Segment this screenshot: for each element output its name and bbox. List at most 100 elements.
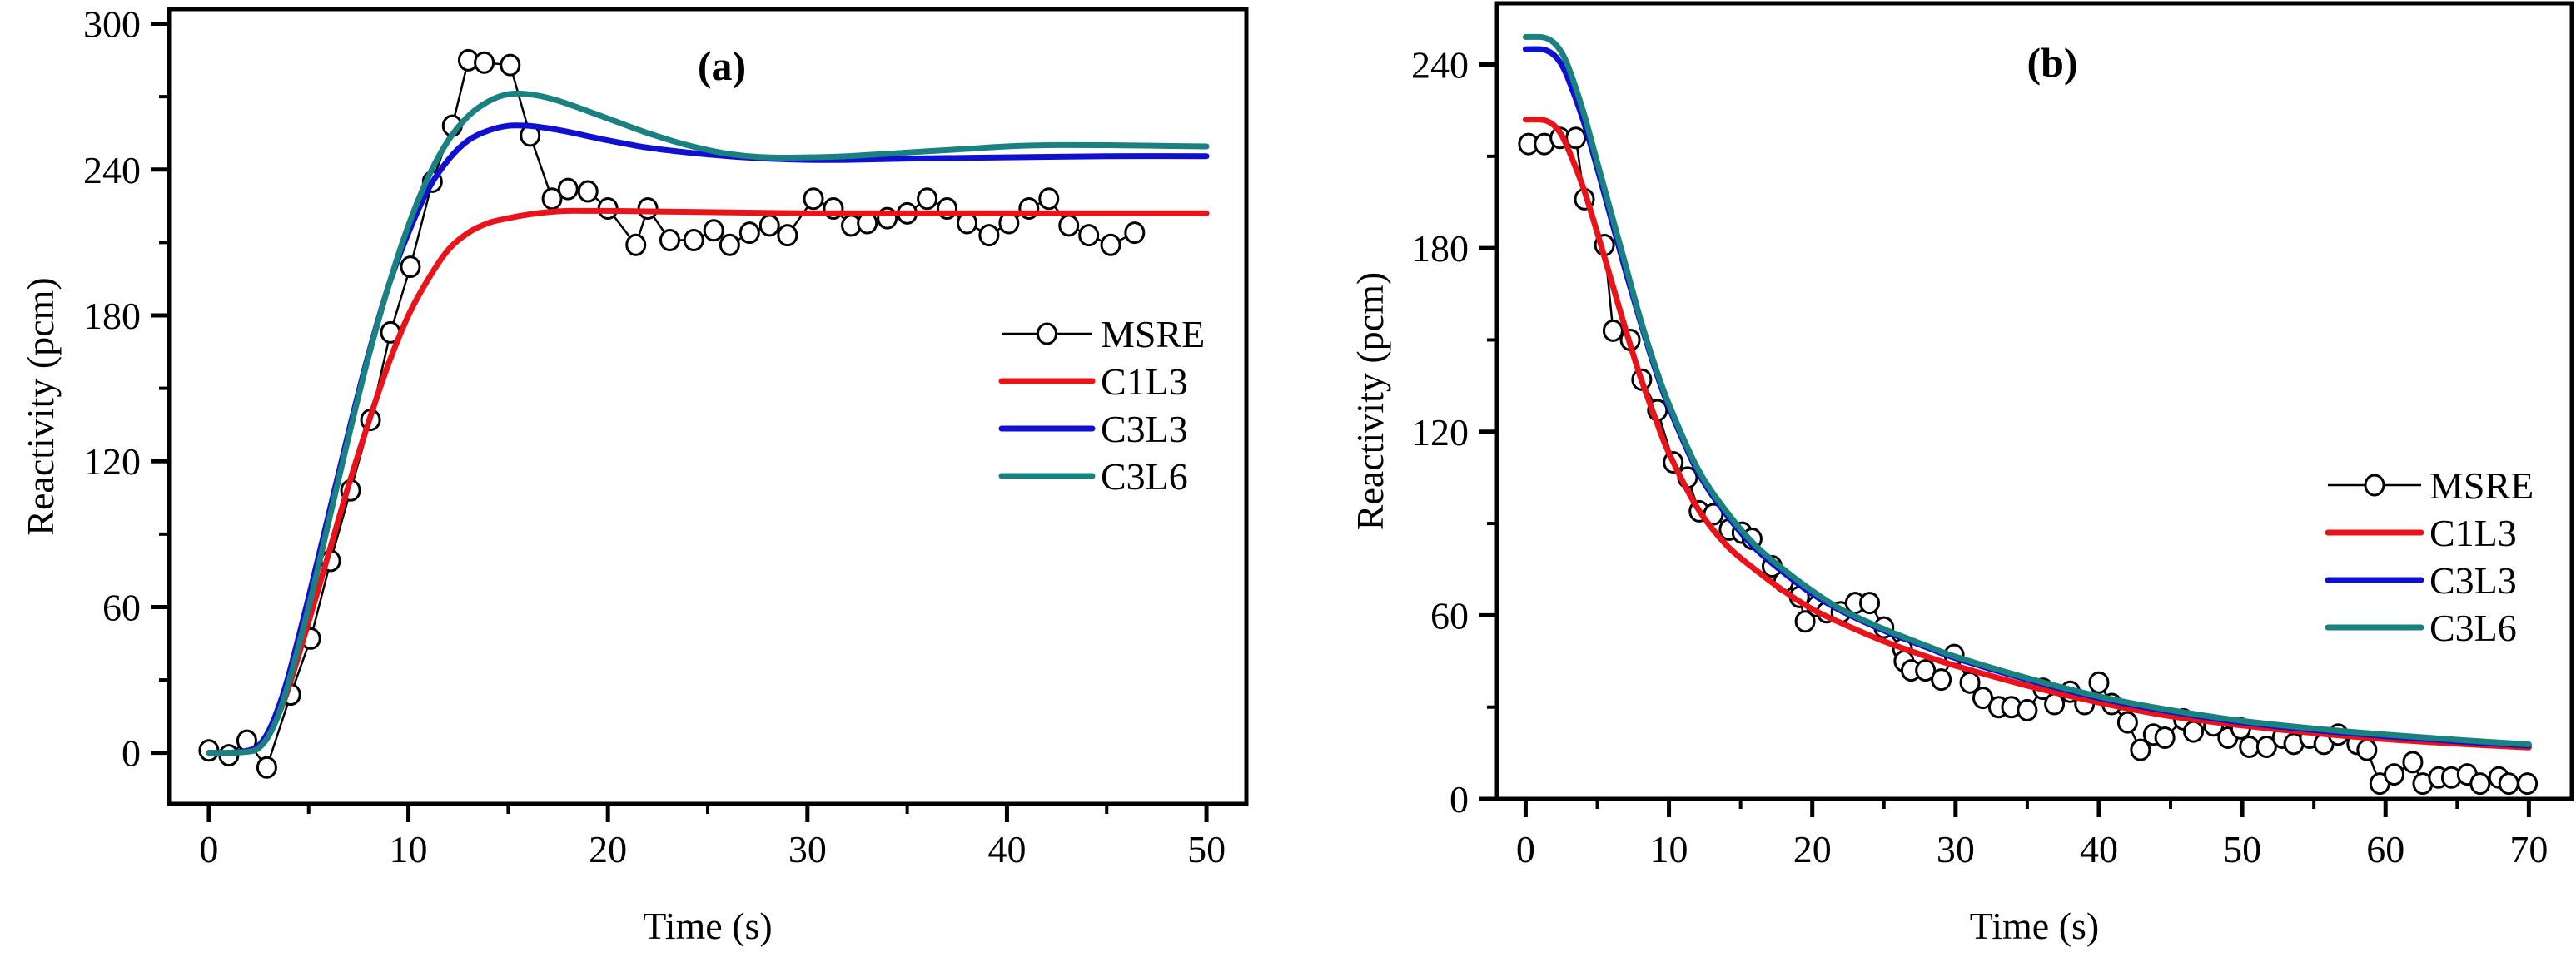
x-tick-label: 0	[1516, 828, 1535, 870]
data-point	[2356, 738, 2378, 761]
data-point	[1931, 668, 1952, 692]
legend-label: C1L3	[2429, 512, 2517, 554]
axis-ticks: 0 10 20 30 40 50 0 60 120 180 240 300	[83, 3, 1226, 870]
x-tick-label: 20	[1793, 828, 1832, 870]
data-point	[2183, 720, 2205, 743]
data-point	[557, 177, 579, 201]
data-point	[500, 53, 521, 77]
data-point	[1794, 610, 1816, 633]
data-point	[1038, 187, 1060, 211]
curve-c1l3	[206, 207, 1210, 756]
panel-label: (a)	[698, 42, 746, 89]
data-point	[2130, 738, 2151, 761]
series-c3l6	[1522, 33, 2532, 748]
legend: MSRE C1L3 C3L3 C3L6	[998, 313, 1205, 498]
y-tick-label: 120	[83, 440, 141, 483]
curve-c3l6	[206, 90, 1210, 756]
data-point	[2498, 772, 2519, 796]
y-tick-label: 0	[1450, 778, 1469, 821]
legend-item-c3l6: C3L6	[998, 455, 1188, 498]
data-point	[1602, 319, 1624, 342]
data-point	[1972, 687, 1994, 710]
legend-item-c3l6: C3L6	[2325, 607, 2517, 649]
data-point	[1124, 221, 1146, 245]
y-tick-label: 180	[83, 295, 141, 337]
legend: MSRE C1L3 C3L3 C3L6	[2325, 464, 2534, 649]
x-tick-label: 10	[1650, 828, 1688, 870]
legend-label: MSRE	[1101, 313, 1205, 355]
legend-label: C3L3	[1101, 408, 1188, 450]
curve-c1l3	[1522, 117, 2532, 751]
x-tick-label: 60	[2366, 828, 2404, 870]
legend-item-c1l3: C1L3	[998, 360, 1188, 403]
y-tick-label: 60	[1430, 594, 1469, 637]
x-tick-label: 50	[1187, 828, 1226, 870]
series-msre	[198, 48, 1146, 779]
series-c1l3	[206, 207, 1210, 756]
legend-item-c3l3: C3L3	[2325, 559, 2517, 602]
data-point	[2154, 726, 2176, 749]
legend-marker	[1037, 322, 1057, 345]
legend-item-c1l3: C1L3	[2325, 512, 2517, 554]
x-axis-label: Time (s)	[643, 905, 773, 947]
y-tick-label: 180	[1411, 227, 1469, 270]
x-tick-label: 30	[788, 828, 827, 870]
data-point	[1859, 592, 1881, 615]
x-tick-label: 20	[589, 828, 627, 870]
legend-item-c3l3: C3L3	[998, 408, 1188, 450]
x-tick-label: 50	[2223, 828, 2261, 870]
data-point	[2088, 671, 2110, 694]
y-axis-label: Reactivity (pcm)	[19, 277, 62, 535]
data-point	[2239, 735, 2260, 758]
x-tick-label: 0	[199, 828, 218, 870]
data-point	[2402, 751, 2424, 774]
legend-item-msre: MSRE	[2328, 464, 2534, 507]
panel-label: (b)	[2026, 39, 2077, 86]
data-point	[777, 224, 798, 247]
y-tick-label: 0	[122, 732, 141, 775]
plot-frame	[167, 7, 1249, 806]
data-point	[1915, 659, 1937, 682]
curve-c3l6	[1522, 33, 2532, 748]
data-point	[758, 214, 780, 237]
series-c3l6	[206, 90, 1210, 756]
data-point	[1565, 126, 1587, 150]
data-point	[2017, 698, 2038, 722]
legend-item-msre: MSRE	[1002, 313, 1205, 355]
data-point	[1100, 233, 1121, 256]
y-tick-label: 60	[102, 586, 141, 628]
x-axis-label: Time (s)	[1970, 905, 2100, 947]
data-point	[2469, 772, 2491, 796]
data-point	[2517, 772, 2539, 796]
series-layer	[1518, 33, 2539, 796]
chart-panel-b: 0 10 20 30 40 50 60 70 0 60 120 180 240 (b) Time (s)…	[1349, 1, 2574, 947]
data-point	[703, 219, 724, 242]
data-point	[1078, 224, 1100, 247]
series-c3l3	[206, 122, 1210, 756]
legend-label: MSRE	[2429, 464, 2534, 507]
axis-ticks: 0 10 20 30 40 50 60 70 0 60 120 180 240	[1411, 44, 2548, 870]
series-c3l3	[1522, 46, 2532, 749]
data-point	[2255, 735, 2277, 758]
y-tick-label: 240	[1411, 44, 1469, 87]
series-layer	[198, 48, 1210, 779]
data-point	[917, 187, 938, 211]
data-point	[256, 756, 277, 779]
data-point	[978, 224, 1000, 247]
data-point	[1058, 214, 1080, 237]
data-point	[400, 255, 421, 279]
data-point	[2044, 692, 2066, 716]
data-point	[2384, 763, 2405, 786]
y-tick-label: 120	[1411, 411, 1469, 454]
data-point	[625, 233, 647, 256]
data-point	[474, 51, 495, 74]
data-point	[683, 228, 704, 251]
data-point	[719, 233, 740, 256]
msre-connector-line	[208, 58, 1136, 770]
data-point	[2116, 711, 2138, 734]
legend-label: C3L3	[2429, 559, 2517, 602]
data-point	[803, 187, 824, 211]
legend-label: C1L3	[1101, 360, 1188, 403]
curve-c3l3	[206, 122, 1210, 756]
